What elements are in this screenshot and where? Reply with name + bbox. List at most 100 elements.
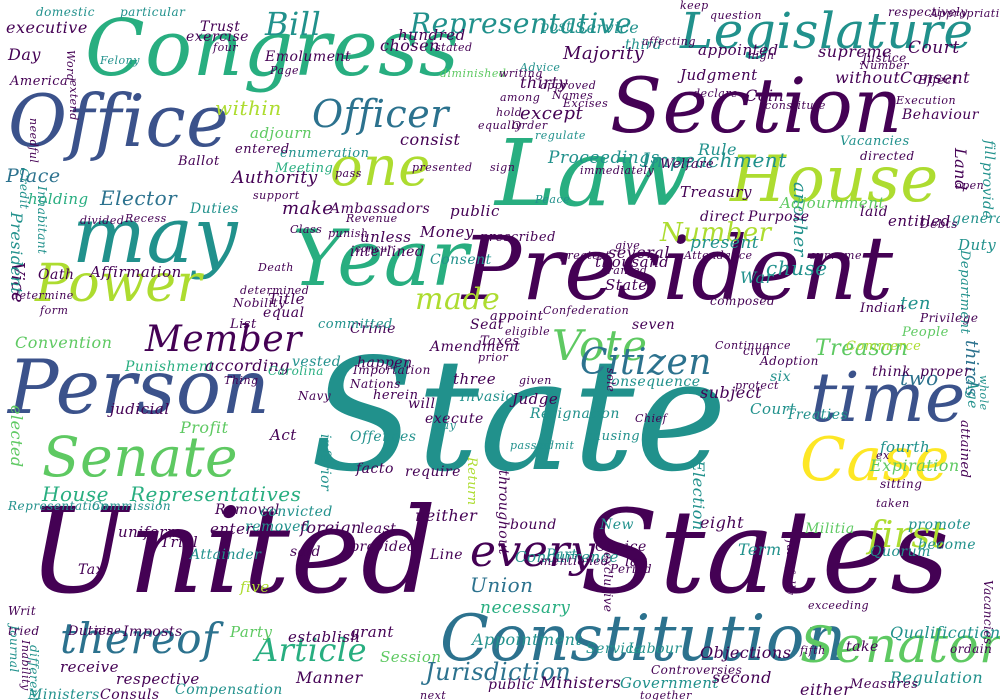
cloud-word: judicial [110,400,170,418]
cloud-word: writing [499,67,543,80]
cloud-word: declare [693,87,739,100]
cloud-word: thousand [595,253,670,271]
cloud-word: domestic [36,5,95,19]
cloud-word: Trust [200,19,241,35]
cloud-word: Order [512,119,548,132]
cloud-word: nine [95,624,122,637]
cloud-word: foreign [300,518,362,537]
cloud-word: Nobility [233,296,286,310]
cloud-word: concur [355,244,393,255]
cloud-word: said [290,544,321,560]
cloud-word: Appointment [472,630,583,649]
cloud-word: given [519,374,552,387]
cloud-word: Removal [215,502,280,518]
cloud-word: immediately [580,164,655,177]
cloud-word: direct [700,209,745,225]
cloud-word: herein [373,388,419,403]
cloud-word: public [450,202,500,220]
cloud-word: Controversies [651,663,743,677]
cloud-word: within [215,96,282,120]
cloud-word: Affirmation [90,263,182,281]
cloud-word: except [520,103,584,124]
cloud-word: Trial [160,533,199,551]
cloud-word: Punishment [125,359,215,375]
cloud-word: extend [67,80,80,121]
cloud-word: necessary [480,598,571,618]
cloud-word: pay [435,419,457,432]
cloud-word: Office [8,79,230,163]
cloud-word: consist [400,130,461,149]
cloud-word: Vote [552,321,648,370]
cloud-word: Commission [92,499,172,513]
cloud-word: Execution [896,94,957,107]
cloud-word: Citizen [580,342,712,383]
cloud-word: taken [876,497,910,510]
cloud-word: tried [8,624,40,638]
cloud-word: require [405,464,461,480]
cloud-word: vested [292,354,342,370]
cloud-word: Invasion [460,389,524,405]
cloud-word: Effect [918,73,958,87]
cloud-word: prior [478,351,509,364]
cloud-word: Judgment [680,66,758,84]
cloud-word: President [462,217,894,320]
cloud-word: Section [610,61,903,150]
cloud-word: Privilege [920,311,979,325]
cloud-word: pass [335,167,362,180]
cloud-word: post [540,19,573,35]
cloud-word: Vacancies [840,134,910,149]
cloud-word: Year [292,214,469,304]
cloud-word: List [230,317,257,332]
cloud-word: Welfare [660,157,715,172]
cloud-word: hundred [398,26,466,44]
cloud-word: Adjournment [780,194,885,212]
cloud-word: Behaviour [902,107,979,123]
cloud-word: entitled [888,212,951,230]
cloud-word: Return [464,457,479,506]
cloud-word: neither [415,506,478,525]
cloud-word: exclusive [601,552,615,613]
cloud-word: proper [920,364,972,380]
cloud-word: Power [35,254,202,314]
cloud-word: Duty [958,236,997,254]
cloud-word: according [205,356,291,375]
cloud-word: open [955,179,985,192]
cloud-word: Meeting [275,161,334,176]
cloud-word: Jurisdiction [425,658,572,686]
cloud-word: Line [430,547,464,563]
cloud-word: Treason [815,336,909,361]
cloud-word: made [415,282,501,317]
cloud-word: Service [586,641,643,657]
cloud-word: Felony [100,54,140,67]
cloud-word: together [640,689,692,700]
cloud-word: regulate [535,129,586,142]
cloud-word: Congress [85,4,460,94]
cloud-word: Consuls [100,687,160,700]
cloud-word: admit [540,439,575,452]
cloud-word: four [213,41,239,54]
cloud-word: granted [600,264,648,277]
cloud-word: State [605,276,648,294]
cloud-word: Nations [350,377,401,391]
cloud-word: thereof [60,614,219,663]
cloud-word: bound [510,517,557,533]
cloud-word: take [846,639,879,655]
cloud-word: Crime [350,321,396,337]
cloud-word: second [712,668,772,687]
cloud-word: Duties [68,624,114,639]
cloud-word: eight [700,513,745,532]
cloud-word: Member [145,319,302,360]
cloud-word: Excises [563,97,609,110]
cloud-word: Ministers [540,673,622,692]
cloud-word: Emolument [265,49,352,65]
cloud-word: Consent [900,68,971,87]
cloud-word: supreme [818,42,893,61]
cloud-word: holding [28,190,89,208]
cloud-word: directed [860,149,915,163]
cloud-word: support [253,189,300,202]
cloud-word: sign [490,161,516,174]
cloud-word: eligible [505,325,551,338]
cloud-word: Inability [19,640,32,691]
cloud-word: least [360,521,397,537]
